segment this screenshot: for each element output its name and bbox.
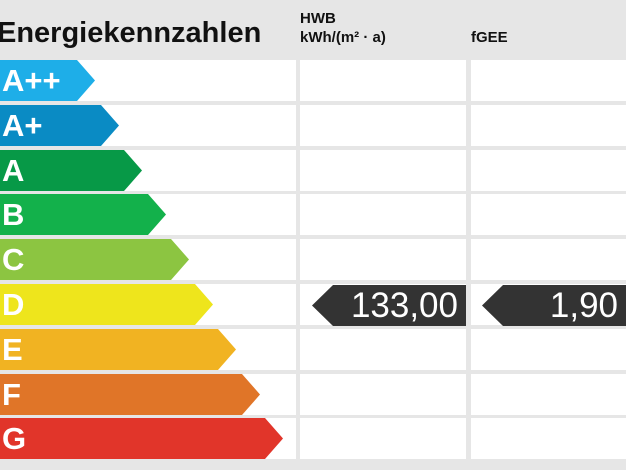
class-arrow-a: A bbox=[0, 150, 142, 191]
class-label: C bbox=[2, 242, 25, 277]
hwb-cell bbox=[300, 194, 466, 235]
hwb-value-pointer: 133,00 bbox=[312, 285, 466, 326]
hwb-cell bbox=[300, 374, 466, 415]
class-label: A++ bbox=[2, 63, 61, 98]
class-label: F bbox=[2, 377, 21, 412]
hwb-label: HWB bbox=[300, 10, 336, 27]
class-arrow-f: F bbox=[0, 374, 260, 415]
fgee-cell bbox=[471, 194, 626, 235]
fgee-cell bbox=[471, 418, 626, 459]
class-arrow-e: E bbox=[0, 329, 236, 370]
class-arrow-aplusplus: A++ bbox=[0, 60, 95, 101]
fgee-cell bbox=[471, 239, 626, 280]
fgee-cell bbox=[471, 329, 626, 370]
fgee-cell bbox=[471, 60, 626, 101]
fgee-value-pointer: 1,90 bbox=[482, 285, 626, 326]
fgee-value: 1,90 bbox=[549, 286, 618, 325]
hwb-cell bbox=[300, 239, 466, 280]
class-label: B bbox=[2, 197, 25, 232]
page-title: Energiekennzahlen bbox=[0, 17, 262, 49]
hwb-cell bbox=[300, 150, 466, 191]
fgee-header: fGEE bbox=[471, 29, 508, 46]
class-label: E bbox=[2, 332, 23, 367]
fgee-cell bbox=[471, 374, 626, 415]
fgee-cell bbox=[471, 150, 626, 191]
class-label: A bbox=[2, 153, 25, 188]
class-arrow-g: G bbox=[0, 418, 283, 459]
hwb-unit: kWh/(m² · a) bbox=[300, 29, 386, 46]
class-arrow-c: C bbox=[0, 239, 189, 280]
hwb-cell bbox=[300, 60, 466, 101]
class-label: A+ bbox=[2, 108, 43, 143]
hwb-header: HWB kWh/(m² · a) bbox=[300, 9, 386, 47]
class-label: D bbox=[2, 287, 25, 322]
fgee-cell bbox=[471, 105, 626, 146]
hwb-cell bbox=[300, 329, 466, 370]
class-arrow-d: D bbox=[0, 284, 213, 325]
hwb-value: 133,00 bbox=[350, 286, 458, 325]
class-arrow-b: B bbox=[0, 194, 166, 235]
class-label: G bbox=[2, 421, 27, 456]
hwb-cell bbox=[300, 105, 466, 146]
hwb-cell bbox=[300, 418, 466, 459]
class-arrow-aplus: A+ bbox=[0, 105, 119, 146]
